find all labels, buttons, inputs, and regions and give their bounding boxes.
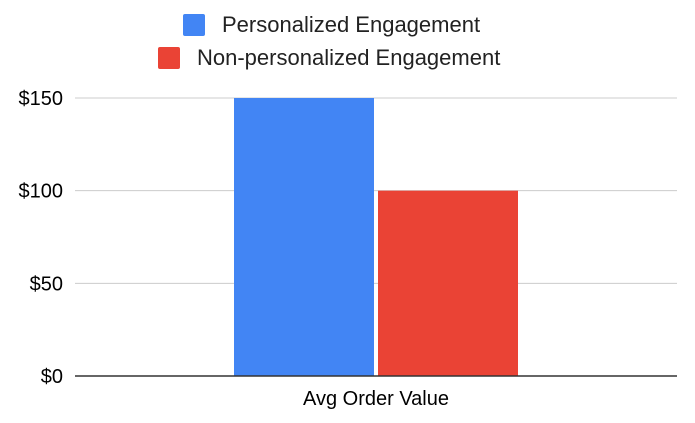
x-category-label: Avg Order Value bbox=[303, 388, 449, 410]
bar-non-personalized-engagement bbox=[378, 190, 518, 376]
legend-swatch bbox=[183, 14, 205, 36]
gridlines bbox=[75, 97, 677, 284]
legend-swatch bbox=[158, 47, 180, 69]
bar-personalized-engagement bbox=[234, 98, 374, 376]
y-tick-label: $0 bbox=[41, 366, 63, 388]
axes: $0 $50 $100 $150 Avg Order Value bbox=[19, 88, 677, 410]
legend: Personalized Engagement Non-personalized … bbox=[158, 12, 500, 70]
y-tick-label: $100 bbox=[19, 181, 64, 203]
legend-label: Personalized Engagement bbox=[222, 12, 480, 37]
y-tick-label: $50 bbox=[30, 273, 63, 295]
y-tick-label: $150 bbox=[19, 88, 64, 110]
legend-label: Non-personalized Engagement bbox=[197, 45, 500, 70]
bars bbox=[234, 98, 518, 376]
